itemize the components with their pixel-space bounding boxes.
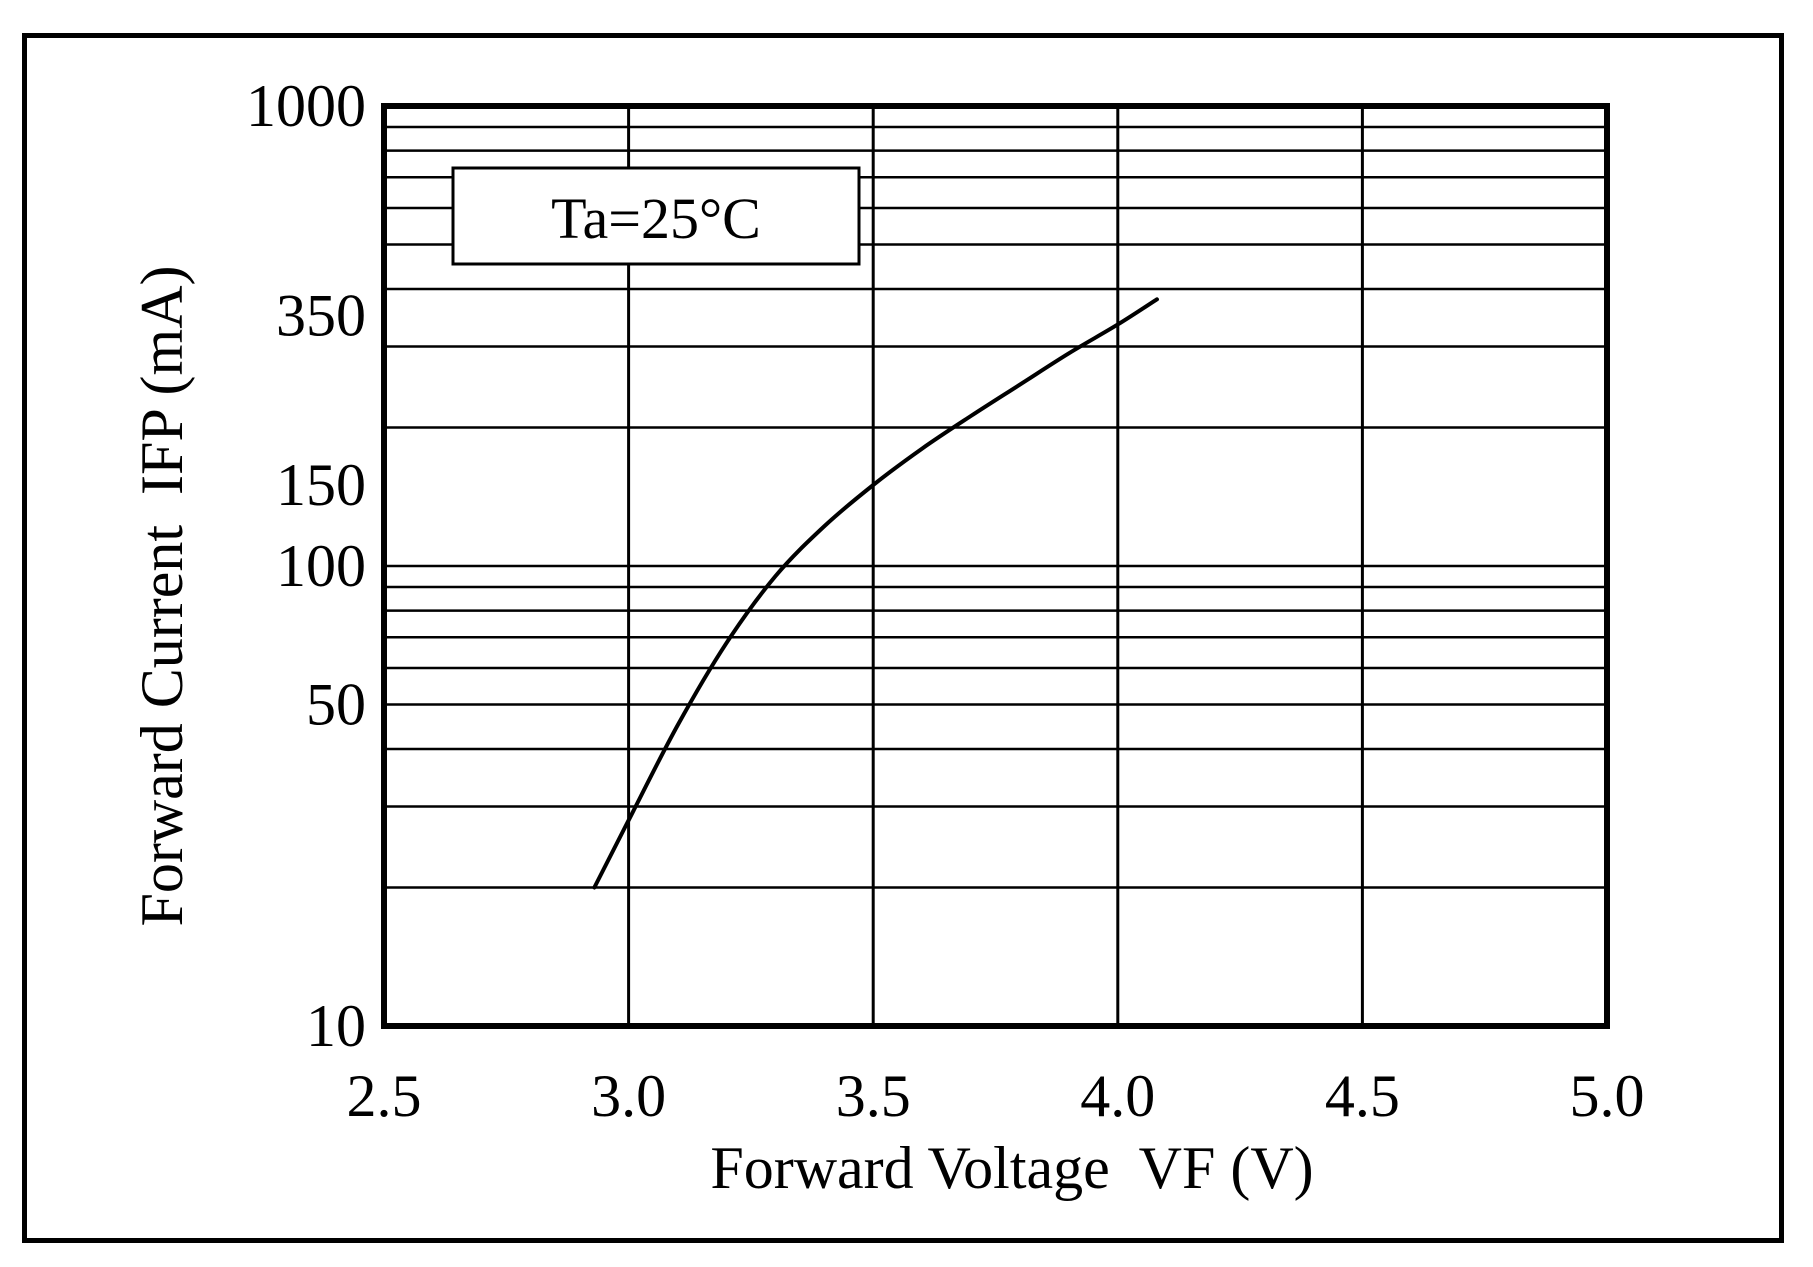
- y-tick-label: 1000: [246, 73, 366, 139]
- chart-frame: 2.5 3.0 3.5 4.0 4.5 5.0 1000 350 150 100 50 10 Ta=…: [22, 33, 1784, 1243]
- y-tick-labels: 1000 350 150 100 50 10: [246, 73, 366, 1059]
- annotation-text: Ta=25°C: [551, 186, 761, 251]
- x-tick-label: 3.5: [836, 1063, 911, 1129]
- annotation-box: Ta=25°C: [451, 166, 861, 266]
- series-line: [592, 297, 1159, 890]
- y-tick-label: 150: [276, 452, 366, 518]
- plot-border: [381, 103, 1610, 1029]
- y-axis-title: Forward Current IFP (mA): [129, 265, 195, 926]
- y-tick-label: 10: [306, 993, 366, 1059]
- x-axis-title: Forward Voltage VF (V): [710, 1135, 1313, 1201]
- y-tick-label: 100: [276, 533, 366, 599]
- annotation-border: [451, 166, 861, 266]
- x-tick-label: 4.0: [1080, 1063, 1155, 1129]
- grid-layer: [384, 106, 1607, 1026]
- x-tick-label: 5.0: [1570, 1063, 1645, 1129]
- chart-svg: 2.5 3.0 3.5 4.0 4.5 5.0 1000 350 150 100 50 10 Ta=…: [129, 73, 1645, 1201]
- x-tick-label: 3.0: [591, 1063, 666, 1129]
- series-layer: [592, 297, 1159, 890]
- y-tick-label: 350: [276, 283, 366, 349]
- y-tick-label: 50: [306, 671, 366, 737]
- x-tick-label: 2.5: [347, 1063, 422, 1129]
- x-tick-label: 4.5: [1325, 1063, 1400, 1129]
- x-tick-labels: 2.5 3.0 3.5 4.0 4.5 5.0: [347, 1063, 1645, 1129]
